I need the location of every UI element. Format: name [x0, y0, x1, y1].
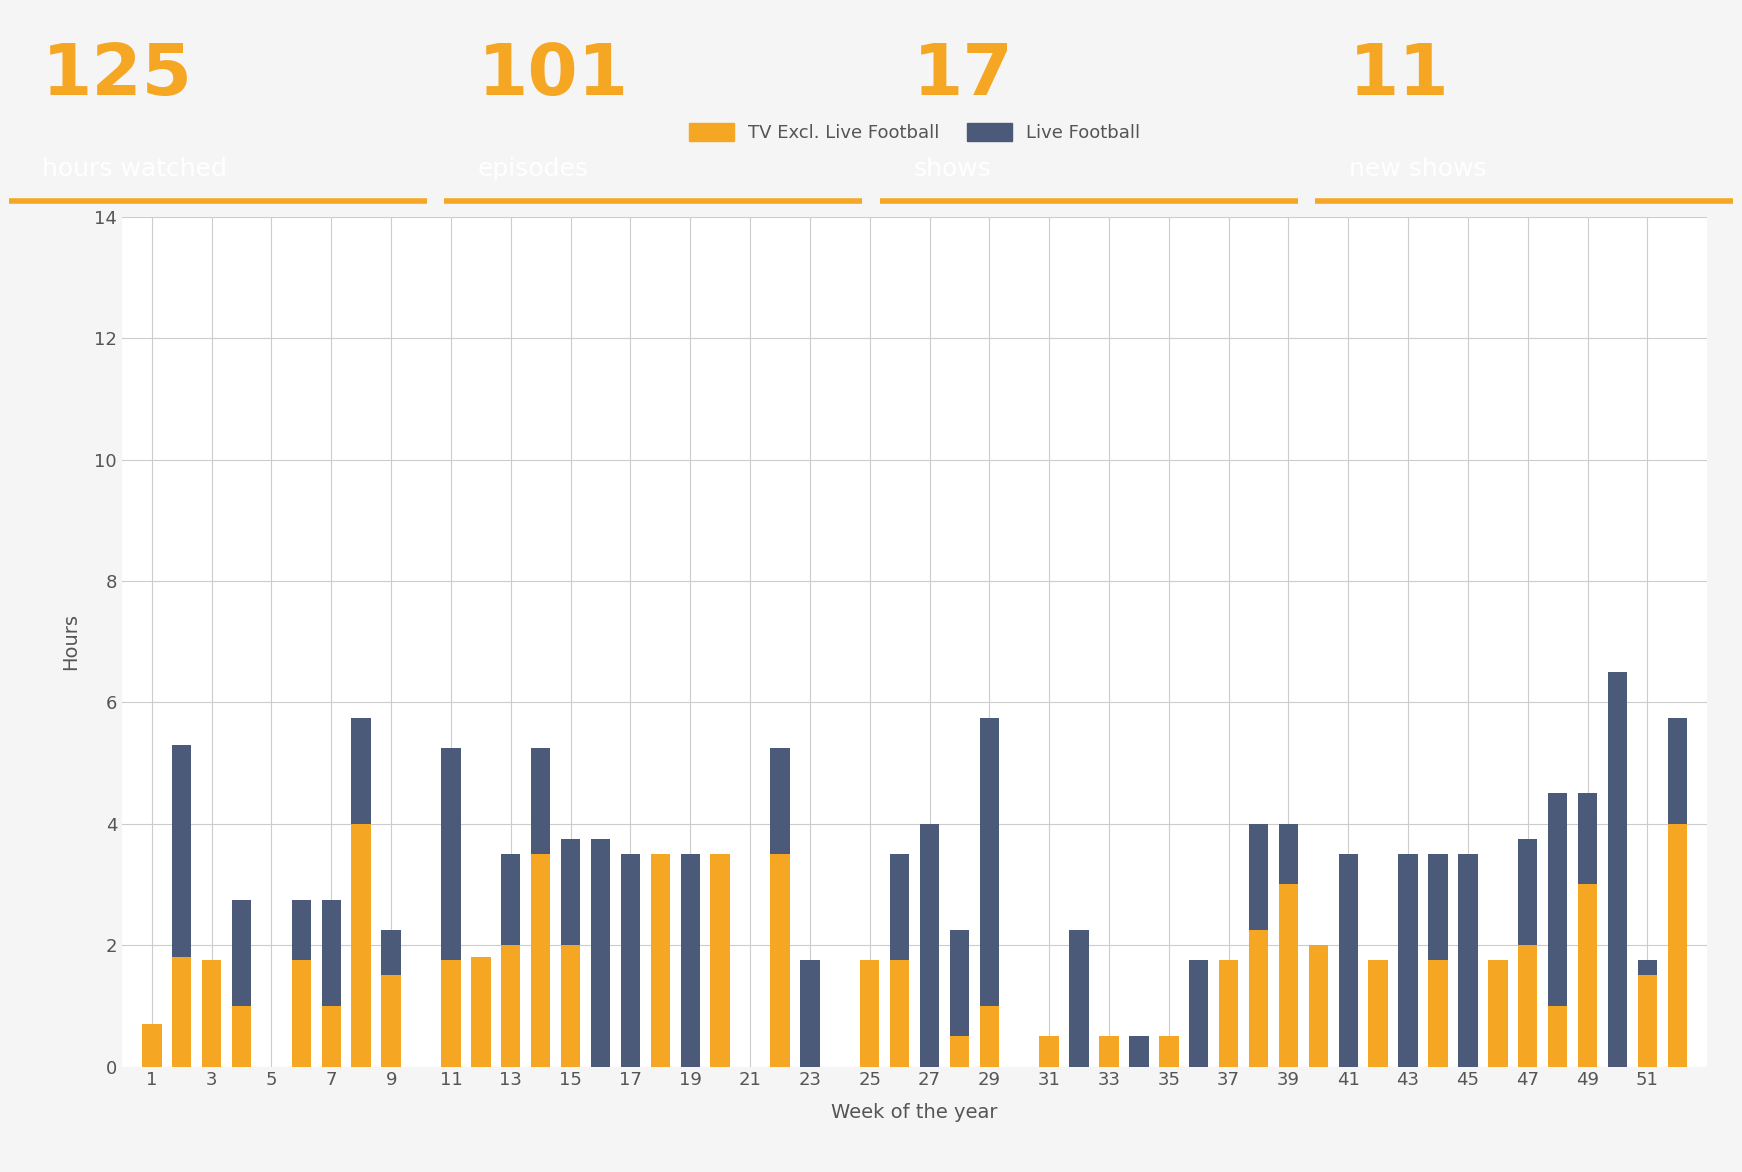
Bar — [1399, 854, 1418, 1067]
Bar — [1578, 793, 1597, 885]
Text: episodes: episodes — [477, 157, 589, 182]
Bar — [1190, 960, 1209, 1067]
Bar — [1158, 1036, 1179, 1067]
Bar — [1279, 824, 1298, 885]
Bar — [1369, 960, 1388, 1067]
Bar — [770, 748, 789, 854]
Bar — [979, 717, 1000, 1006]
Bar — [1279, 885, 1298, 1067]
Bar — [591, 839, 610, 1067]
Text: 11: 11 — [1348, 41, 1449, 110]
Bar — [890, 854, 909, 960]
Bar — [800, 960, 819, 1067]
Bar — [381, 975, 401, 1067]
Bar — [470, 958, 491, 1067]
Bar — [202, 960, 221, 1067]
Bar — [650, 854, 671, 1067]
Bar — [1637, 960, 1657, 975]
Bar — [232, 900, 251, 1006]
Bar — [322, 900, 341, 1006]
Bar — [1517, 839, 1538, 945]
Bar — [1308, 945, 1327, 1067]
Bar — [172, 958, 192, 1067]
Bar — [1517, 945, 1538, 1067]
Bar — [920, 824, 939, 1067]
Bar — [1488, 960, 1507, 1067]
Bar — [1249, 929, 1268, 1067]
Bar — [531, 854, 550, 1067]
Bar — [291, 900, 312, 960]
Bar — [1667, 717, 1686, 824]
Bar — [949, 1036, 969, 1067]
Bar — [1070, 929, 1089, 1067]
Legend: TV Excl. Live Football, Live Football: TV Excl. Live Football, Live Football — [681, 115, 1148, 149]
Bar — [861, 960, 880, 1067]
Bar — [291, 960, 312, 1067]
Bar — [352, 824, 371, 1067]
Bar — [352, 717, 371, 824]
Bar — [1338, 854, 1359, 1067]
Bar — [172, 745, 192, 958]
Y-axis label: Hours: Hours — [61, 613, 80, 670]
Bar — [1129, 1036, 1148, 1067]
Text: 101: 101 — [477, 41, 629, 110]
Bar — [1549, 793, 1568, 1006]
Bar — [561, 839, 580, 945]
Bar — [502, 945, 521, 1067]
Bar — [1219, 960, 1239, 1067]
Bar — [1608, 672, 1627, 1067]
Bar — [502, 854, 521, 945]
Bar — [1637, 975, 1657, 1067]
Text: 17: 17 — [913, 41, 1014, 110]
Bar — [711, 854, 730, 1067]
Bar — [232, 1006, 251, 1067]
Bar — [1549, 1006, 1568, 1067]
Bar — [531, 748, 550, 854]
Bar — [441, 748, 460, 960]
Bar — [561, 945, 580, 1067]
X-axis label: Week of the year: Week of the year — [831, 1103, 998, 1123]
Text: hours watched: hours watched — [42, 157, 226, 182]
Bar — [1667, 824, 1686, 1067]
Bar — [681, 854, 700, 1067]
Text: shows: shows — [913, 157, 991, 182]
Text: 125: 125 — [42, 41, 193, 110]
Bar — [979, 1006, 1000, 1067]
Bar — [770, 854, 789, 1067]
Text: new shows: new shows — [1348, 157, 1486, 182]
Bar — [620, 854, 639, 1067]
Bar — [1099, 1036, 1118, 1067]
Bar — [1040, 1036, 1059, 1067]
Bar — [1458, 854, 1477, 1067]
Bar — [1578, 885, 1597, 1067]
Bar — [381, 929, 401, 975]
Bar — [949, 929, 969, 1036]
Bar — [322, 1006, 341, 1067]
Bar — [441, 960, 460, 1067]
Bar — [890, 960, 909, 1067]
Bar — [1249, 824, 1268, 929]
Bar — [1428, 960, 1448, 1067]
Bar — [1428, 854, 1448, 960]
Bar — [143, 1024, 162, 1067]
